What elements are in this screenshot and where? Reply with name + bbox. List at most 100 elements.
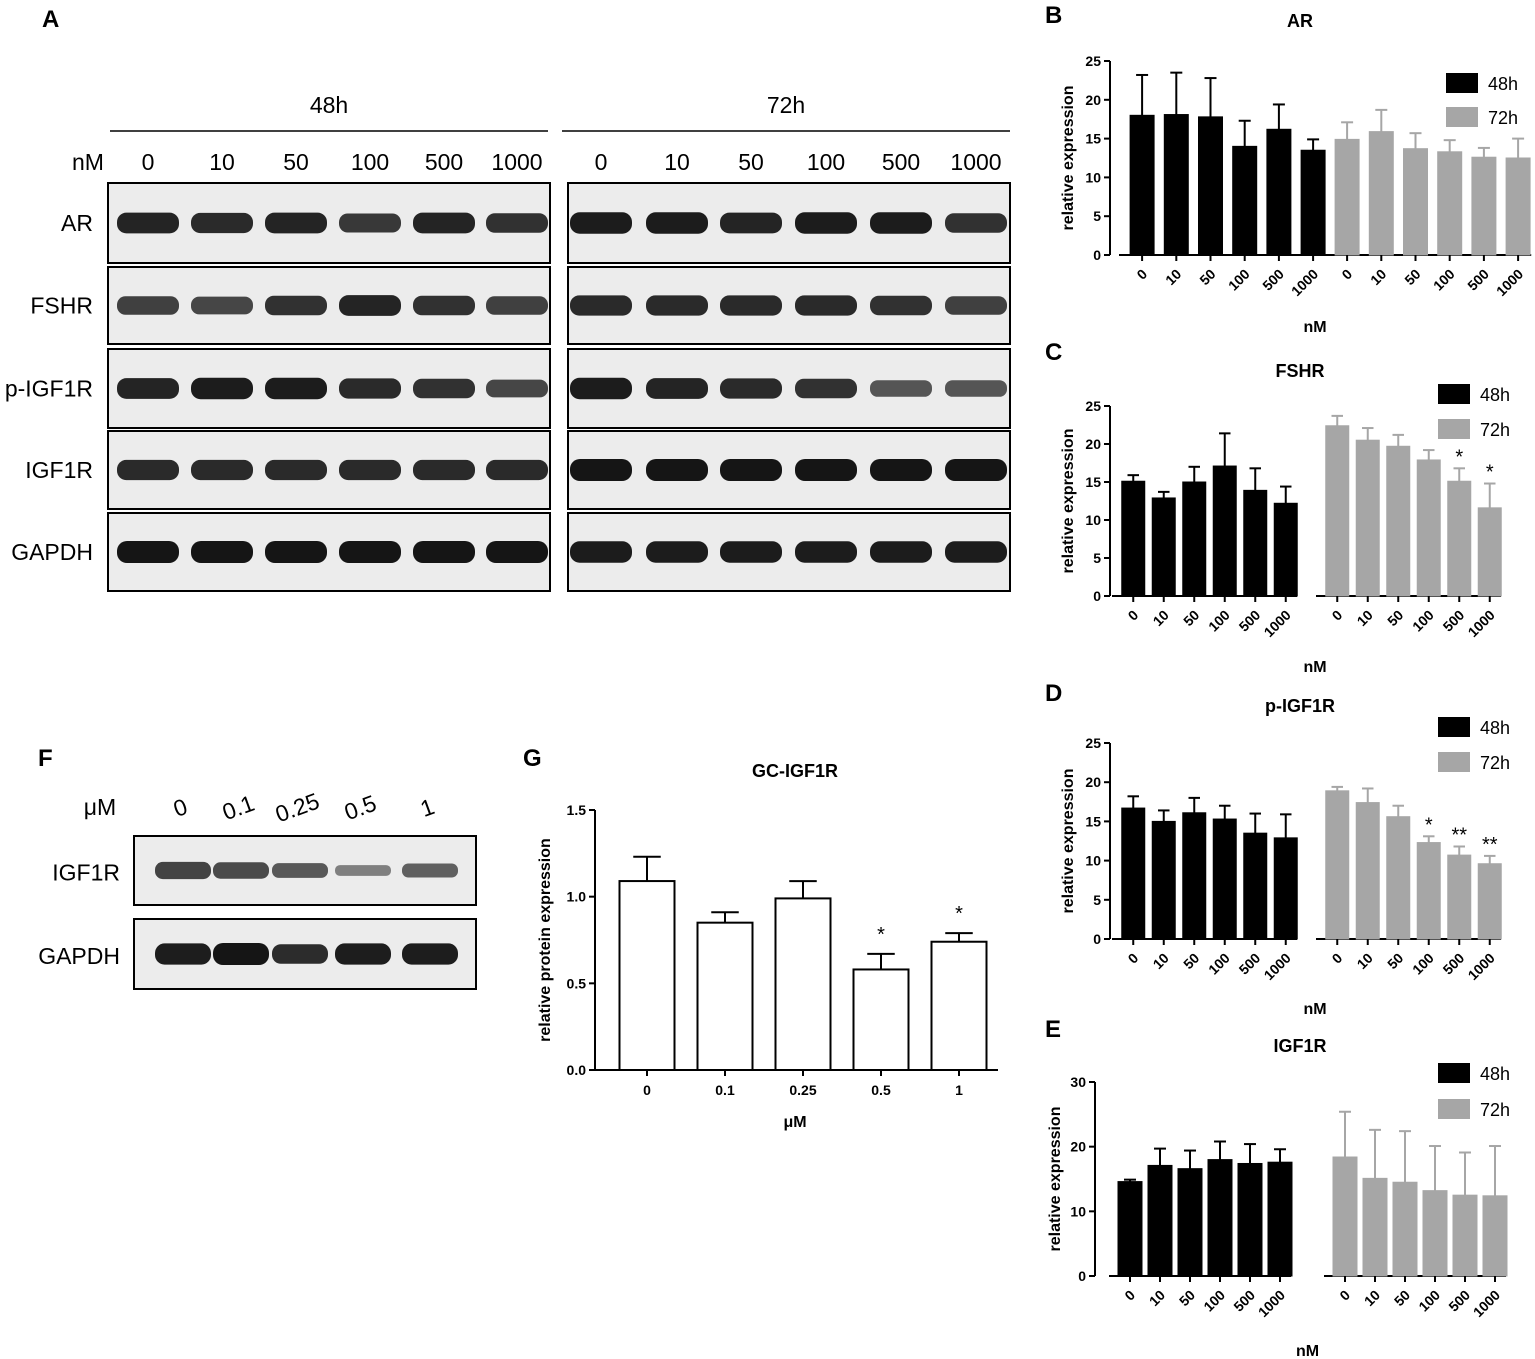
x-tick-label: 10 [1361, 1287, 1383, 1309]
significance-star: * [1486, 462, 1494, 484]
protein-band [646, 212, 708, 234]
x-tick-label: 500 [1464, 266, 1492, 294]
x-axis-label: nM [1303, 1001, 1326, 1018]
protein-band [486, 459, 548, 481]
x-tick-label: 50 [1401, 266, 1423, 288]
x-tick-label: 0 [1336, 1287, 1353, 1304]
protein-band [720, 212, 782, 234]
panel-letter: G [523, 745, 542, 772]
protein-band [646, 541, 708, 563]
x-tick-label: 500 [1440, 607, 1468, 635]
legend-swatch [1438, 1099, 1470, 1119]
panel-letter: C [1045, 339, 1062, 366]
panel-letter-f: F [38, 745, 53, 772]
bar [1198, 116, 1223, 256]
lane-concentration-label: 500 [882, 149, 920, 175]
y-tick-label: 30 [1070, 1074, 1086, 1090]
bar [1416, 459, 1441, 597]
bar [1403, 148, 1428, 256]
protein-band [191, 459, 253, 481]
bar [1151, 497, 1176, 597]
protein-band [486, 213, 548, 233]
x-tick-label: 10 [1150, 607, 1172, 629]
legend-label: 72h [1480, 1100, 1510, 1120]
y-tick-label: 20 [1085, 92, 1101, 108]
y-tick-label: 10 [1085, 512, 1101, 528]
y-tick-label: 25 [1085, 53, 1101, 69]
x-tick-label: 1000 [1465, 607, 1498, 640]
blot-row-label: IGF1R [25, 457, 93, 483]
lane-concentration-label: 50 [738, 149, 764, 175]
blot-membrane [107, 430, 551, 510]
bar [1121, 807, 1146, 940]
lane-concentration-label: 10 [664, 149, 690, 175]
bar [1482, 1195, 1508, 1277]
bar [1182, 812, 1207, 940]
x-tick-label: 10 [1354, 607, 1376, 629]
bar [1273, 502, 1298, 597]
protein-band [413, 378, 475, 399]
x-tick-label: 100 [1225, 266, 1253, 294]
protein-band [213, 943, 269, 965]
protein-band [870, 541, 932, 563]
x-tick-label: 0 [1125, 950, 1142, 967]
lane-concentration-label: 1 [417, 793, 438, 822]
x-tick-label: 0.1 [715, 1082, 735, 1098]
legend-label: 72h [1488, 108, 1518, 128]
y-axis-label: relative expression [1047, 1107, 1064, 1252]
bar [1447, 480, 1472, 597]
y-tick-label: 5 [1093, 208, 1101, 224]
legend-label: 72h [1480, 420, 1510, 440]
protein-band [720, 541, 782, 563]
panel-letter: E [1045, 1016, 1061, 1043]
blot-row-label: IGF1R [52, 860, 120, 886]
protein-band [413, 295, 475, 316]
x-tick-label: 0 [1329, 950, 1346, 967]
blot-row-label: GAPDH [38, 943, 120, 969]
blot-row-label: FSHR [30, 293, 93, 319]
protein-band [870, 459, 932, 481]
protein-band [720, 459, 782, 481]
chart-title: AR [1287, 11, 1313, 31]
protein-band [265, 541, 327, 563]
blot-unit-label: μM [84, 794, 116, 820]
protein-band [413, 459, 475, 481]
bar [1368, 131, 1394, 256]
protein-band [339, 459, 401, 481]
x-tick-label: 10 [1354, 950, 1376, 972]
x-tick-label: 1000 [1465, 950, 1498, 983]
legend-swatch [1446, 73, 1478, 93]
significance-star: * [1455, 446, 1463, 468]
lane-concentration-label: 0.25 [272, 788, 323, 828]
y-tick-label: 10 [1070, 1203, 1086, 1219]
x-axis-label: μM [783, 1114, 806, 1131]
bar [1422, 1190, 1448, 1277]
lane-concentration-label: 0 [595, 149, 608, 175]
protein-band [646, 459, 708, 481]
lane-concentration-label: 50 [283, 149, 309, 175]
y-tick-label: 10 [1085, 853, 1101, 869]
y-tick-label: 1.5 [567, 802, 587, 818]
y-tick-label: 0.0 [567, 1062, 587, 1078]
x-tick-label: 0 [1121, 1287, 1138, 1304]
legend-label: 48h [1480, 718, 1510, 738]
x-tick-label: 0 [1125, 607, 1142, 624]
protein-band [117, 378, 179, 399]
significance-star: * [877, 924, 885, 946]
protein-band [945, 380, 1007, 397]
bar [1386, 816, 1411, 940]
x-tick-label: 100 [1415, 1287, 1443, 1315]
protein-band [265, 459, 327, 481]
protein-band [413, 212, 475, 234]
x-tick-label: 50 [1391, 1287, 1413, 1309]
protein-band [870, 295, 932, 316]
blot-row-label: GAPDH [11, 539, 93, 565]
protein-band [720, 378, 782, 399]
x-tick-label: 50 [1176, 1287, 1198, 1309]
bar [1477, 863, 1502, 940]
x-tick-label: 1 [955, 1082, 963, 1098]
